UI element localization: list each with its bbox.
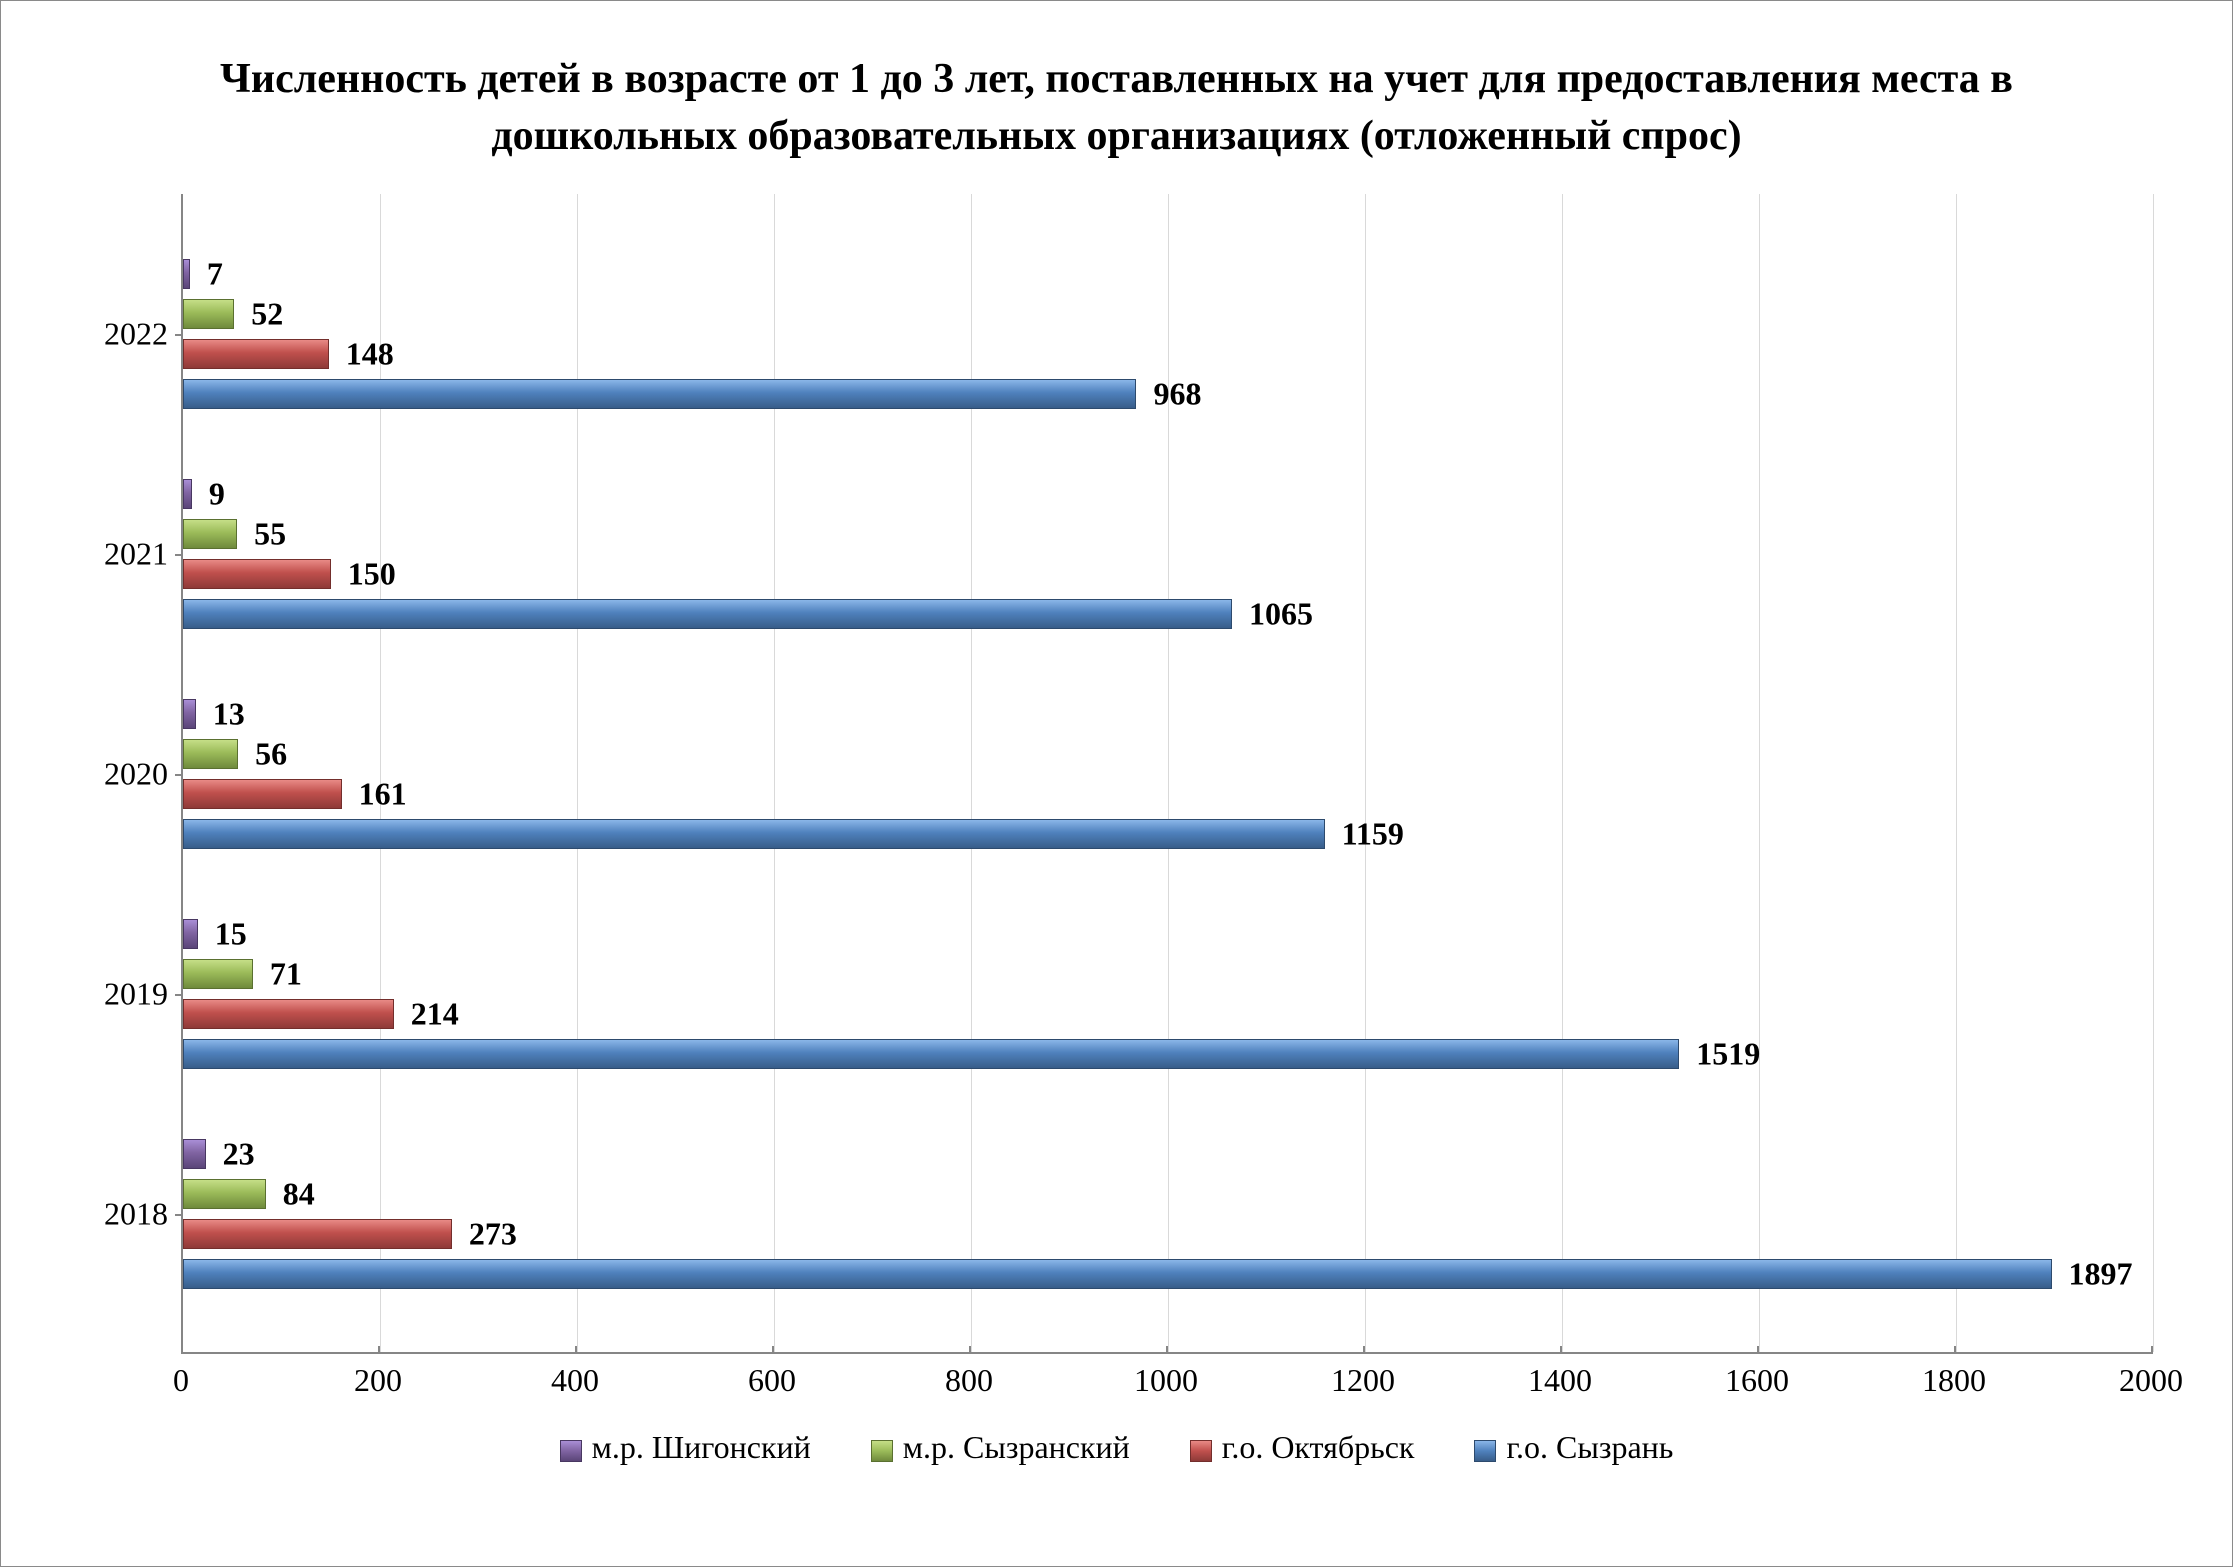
- bar-value-label: 84: [265, 1176, 315, 1213]
- x-tickmark: [1166, 1346, 1168, 1354]
- year-group: 2022752148968: [183, 259, 2151, 409]
- bar: 1897: [183, 1259, 2052, 1289]
- bar: 15: [183, 919, 198, 949]
- bar-value-label: 13: [195, 696, 245, 733]
- bar: 1159: [183, 819, 1325, 849]
- y-category-label: 2020: [78, 756, 168, 793]
- x-axis: 0200400600800100012001400160018002000: [181, 1354, 2151, 1404]
- x-tickmark: [181, 1346, 183, 1354]
- bar-value-label: 161: [341, 776, 407, 813]
- bar-value-label: 56: [237, 736, 287, 773]
- x-tickmark: [575, 1346, 577, 1354]
- bar: 23: [183, 1139, 206, 1169]
- x-tick-label: 1600: [1725, 1354, 1789, 1399]
- x-tick-label: 1400: [1528, 1354, 1592, 1399]
- bar-value-label: 7: [189, 256, 223, 293]
- bar: 56: [183, 739, 238, 769]
- legend-swatch: [871, 1440, 893, 1462]
- x-tick-label: 200: [354, 1354, 402, 1399]
- legend-item: м.р. Сызранский: [871, 1429, 1130, 1466]
- x-tick-label: 800: [945, 1354, 993, 1399]
- x-tick-label: 1800: [1922, 1354, 1986, 1399]
- legend-label: м.р. Шигонский: [592, 1429, 811, 1465]
- y-category-label: 2019: [78, 976, 168, 1013]
- y-tickmark: [175, 994, 183, 996]
- bar-value-label: 150: [330, 556, 396, 593]
- bar: 1065: [183, 599, 1232, 629]
- x-tick-label: 0: [173, 1354, 189, 1399]
- bar: 161: [183, 779, 342, 809]
- bar: 7: [183, 259, 190, 289]
- bar: 214: [183, 999, 394, 1029]
- legend-item: г.о. Октябрьск: [1190, 1429, 1415, 1466]
- chart-title: Численность детей в возрасте от 1 до 3 л…: [101, 51, 2132, 164]
- year-group: 202013561611159: [183, 699, 2151, 849]
- bar: 84: [183, 1179, 266, 1209]
- bar: 1519: [183, 1039, 1679, 1069]
- bar: 148: [183, 339, 329, 369]
- x-tick-label: 1000: [1134, 1354, 1198, 1399]
- bar-value-label: 15: [197, 916, 247, 953]
- gridline: [2153, 194, 2154, 1352]
- legend-label: г.о. Октябрьск: [1222, 1429, 1415, 1465]
- y-tickmark: [175, 774, 183, 776]
- bar: 273: [183, 1219, 452, 1249]
- legend-label: м.р. Сызранский: [903, 1429, 1130, 1465]
- x-tick-label: 600: [748, 1354, 796, 1399]
- bar-value-label: 1519: [1678, 1036, 1760, 1073]
- legend-swatch: [560, 1440, 582, 1462]
- x-tickmark: [1954, 1346, 1956, 1354]
- legend-swatch: [1190, 1440, 1212, 1462]
- bar-value-label: 55: [236, 516, 286, 553]
- y-category-label: 2018: [78, 1196, 168, 1233]
- plot-area: 2022752148968202195515010652020135616111…: [181, 194, 2151, 1354]
- bar-value-label: 273: [451, 1216, 517, 1253]
- bar-value-label: 23: [205, 1136, 255, 1173]
- legend-label: г.о. Сызрань: [1506, 1429, 1673, 1465]
- bar-value-label: 1897: [2051, 1256, 2133, 1293]
- bar-value-label: 52: [233, 296, 283, 333]
- bar-value-label: 1159: [1324, 816, 1404, 853]
- bar-value-label: 1065: [1231, 596, 1313, 633]
- bar: 71: [183, 959, 253, 989]
- x-tickmark: [2151, 1346, 2153, 1354]
- bar-value-label: 71: [252, 956, 302, 993]
- bar: 52: [183, 299, 234, 329]
- y-category-label: 2021: [78, 536, 168, 573]
- y-category-label: 2022: [78, 316, 168, 353]
- bar: 55: [183, 519, 237, 549]
- x-tickmark: [378, 1346, 380, 1354]
- bar: 13: [183, 699, 196, 729]
- y-tickmark: [175, 554, 183, 556]
- x-tick-label: 400: [551, 1354, 599, 1399]
- legend-item: м.р. Шигонский: [560, 1429, 811, 1466]
- bar-value-label: 148: [328, 336, 394, 373]
- bar: 150: [183, 559, 331, 589]
- bar: 9: [183, 479, 192, 509]
- bar: 968: [183, 379, 1136, 409]
- y-tickmark: [175, 1214, 183, 1216]
- bar-value-label: 214: [393, 996, 459, 1033]
- legend-swatch: [1474, 1440, 1496, 1462]
- x-tickmark: [1363, 1346, 1365, 1354]
- year-group: 20219551501065: [183, 479, 2151, 629]
- legend: м.р. Шигонский м.р. Сызранский г.о. Октябр…: [61, 1429, 2172, 1466]
- x-tickmark: [969, 1346, 971, 1354]
- x-tick-label: 1200: [1331, 1354, 1395, 1399]
- x-tickmark: [1560, 1346, 1562, 1354]
- x-tickmark: [772, 1346, 774, 1354]
- legend-item: г.о. Сызрань: [1474, 1429, 1673, 1466]
- year-group: 201823842731897: [183, 1139, 2151, 1289]
- year-group: 201915712141519: [183, 919, 2151, 1069]
- bar-value-label: 968: [1135, 376, 1201, 413]
- x-tick-label: 2000: [2119, 1354, 2183, 1399]
- y-tickmark: [175, 334, 183, 336]
- x-tickmark: [1757, 1346, 1759, 1354]
- bar-value-label: 9: [191, 476, 225, 513]
- chart-container: Численность детей в возрасте от 1 до 3 л…: [0, 0, 2233, 1567]
